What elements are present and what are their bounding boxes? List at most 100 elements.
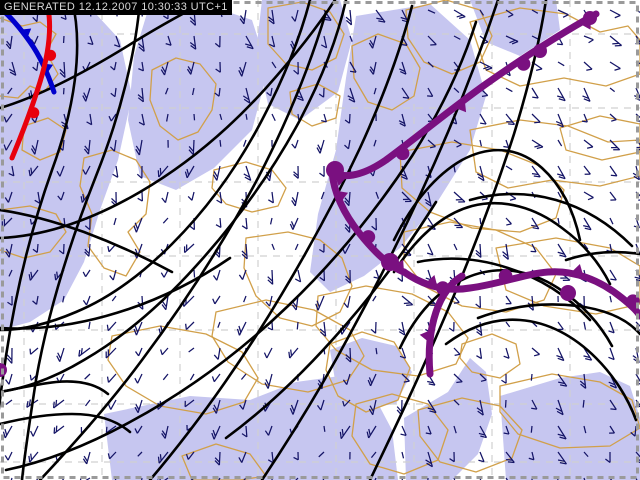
- wind-barb-feather: [399, 68, 406, 73]
- wind-barb-feather: [533, 353, 540, 357]
- wind-barb-shaft: [162, 373, 169, 381]
- wind-barb-feather: [109, 146, 115, 152]
- wind-barb-feather: [559, 384, 567, 387]
- wind-barb-shaft: [190, 61, 195, 75]
- wind-barb-feather: [398, 328, 405, 333]
- wind-barb-shaft: [341, 321, 351, 335]
- wind-barb-feather: [214, 460, 220, 466]
- front-pip-semicircle: [516, 57, 531, 71]
- wind-barb-shaft: [609, 139, 621, 151]
- wind-barb: [501, 373, 507, 384]
- wind-barb-feather: [211, 376, 215, 382]
- shaded-region: [0, 14, 132, 330]
- wind-barb: [29, 347, 39, 355]
- wind-barb-feather: [84, 145, 90, 152]
- wind-barb-shaft: [164, 191, 169, 203]
- wind-barb-feather: [503, 432, 510, 435]
- wind-barb: [294, 243, 299, 251]
- wind-barb-shaft: [271, 191, 274, 203]
- wind-barb-feather: [138, 43, 145, 49]
- wind-barb-shaft: [294, 139, 299, 149]
- wind-barb: [476, 347, 483, 360]
- wind-barb-shaft: [271, 321, 274, 330]
- wind-barb: [320, 35, 328, 49]
- wind-barb-shaft: [141, 295, 144, 310]
- wind-barb: [316, 139, 325, 154]
- wind-barb-shaft: [183, 295, 195, 307]
- wind-barb-shaft: [583, 61, 593, 70]
- wind-barb-shaft: [188, 347, 195, 353]
- wind-barb-feather: [321, 119, 327, 123]
- wind-barb-shaft: [609, 399, 617, 410]
- wind-barb: [242, 139, 247, 147]
- wind-barb-shaft: [609, 191, 617, 201]
- wind-barb-feather: [236, 328, 241, 336]
- wind-barb-feather: [475, 252, 482, 258]
- wind-barb-feather: [583, 225, 590, 228]
- wind-barb-feather: [588, 39, 594, 44]
- wind-barb: [453, 9, 466, 19]
- wind-barb-feather: [557, 123, 564, 128]
- wind-barb-feather: [557, 459, 565, 462]
- wind-barb-shaft: [267, 425, 273, 436]
- wind-barb-feather: [368, 428, 371, 436]
- wind-barb-feather: [188, 146, 194, 152]
- wind-barb-shaft: [453, 87, 460, 94]
- wind-barb-feather: [8, 68, 16, 73]
- shaded-region: [404, 358, 492, 480]
- wind-barb-shaft: [111, 295, 117, 302]
- wind-barb-shaft: [530, 373, 533, 381]
- wind-barb-shaft: [427, 87, 434, 97]
- wind-barb-feather: [160, 349, 163, 355]
- wind-barb-shaft: [583, 191, 594, 199]
- wind-barb-feather: [6, 40, 12, 47]
- wind-barb-feather: [373, 276, 380, 279]
- wind-barb: [160, 347, 169, 356]
- wind-barb-shaft: [557, 87, 566, 101]
- wind-barb-feather: [5, 251, 10, 258]
- wind-barb-feather: [184, 171, 188, 178]
- wind-barb-shaft: [218, 451, 221, 466]
- wind-barb-shaft: [189, 373, 195, 381]
- wind-barb-shaft: [427, 35, 437, 46]
- wind-barb: [319, 321, 327, 337]
- wind-barb-feather: [135, 145, 141, 153]
- wind-barb-shaft: [347, 139, 351, 149]
- wind-barb: [342, 399, 351, 407]
- wind-barb-feather: [506, 458, 513, 461]
- wind-barb: [78, 347, 91, 357]
- wind-barb: [505, 217, 512, 226]
- wind-barb-shaft: [453, 295, 460, 303]
- wind-barb-shaft: [29, 269, 39, 281]
- wind-barb: [264, 425, 273, 436]
- wind-barb-shaft: [530, 425, 533, 433]
- wind-barb-feather: [243, 98, 251, 104]
- wind-barb-shaft: [113, 217, 117, 226]
- wind-barb-shaft: [193, 113, 196, 121]
- wind-barb-shaft: [609, 243, 613, 253]
- wind-barb: [58, 243, 65, 255]
- wind-barb-shaft: [30, 347, 39, 355]
- wind-barb-feather: [557, 433, 565, 437]
- wind-barb-feather: [107, 246, 110, 252]
- coastline: [21, 117, 67, 161]
- wind-barb-shaft: [107, 321, 117, 332]
- wind-barb: [5, 35, 13, 50]
- wind-barb: [398, 113, 406, 127]
- wind-barb-feather: [579, 380, 586, 386]
- wind-barb-shaft: [110, 113, 117, 122]
- wind-barb-feather: [32, 16, 38, 23]
- wind-barb: [349, 35, 353, 42]
- wind-barb: [398, 321, 406, 336]
- wind-barb-feather: [4, 197, 9, 203]
- wind-barb: [53, 425, 65, 435]
- wind-barb: [215, 217, 222, 228]
- isobar: [224, 200, 438, 440]
- wind-barb: [294, 269, 302, 283]
- wind-barb-shaft: [583, 373, 587, 389]
- wind-barb: [6, 347, 13, 364]
- wind-barb-shaft: [583, 451, 589, 458]
- wind-barb: [133, 321, 143, 336]
- wind-barb-shaft: [635, 451, 640, 458]
